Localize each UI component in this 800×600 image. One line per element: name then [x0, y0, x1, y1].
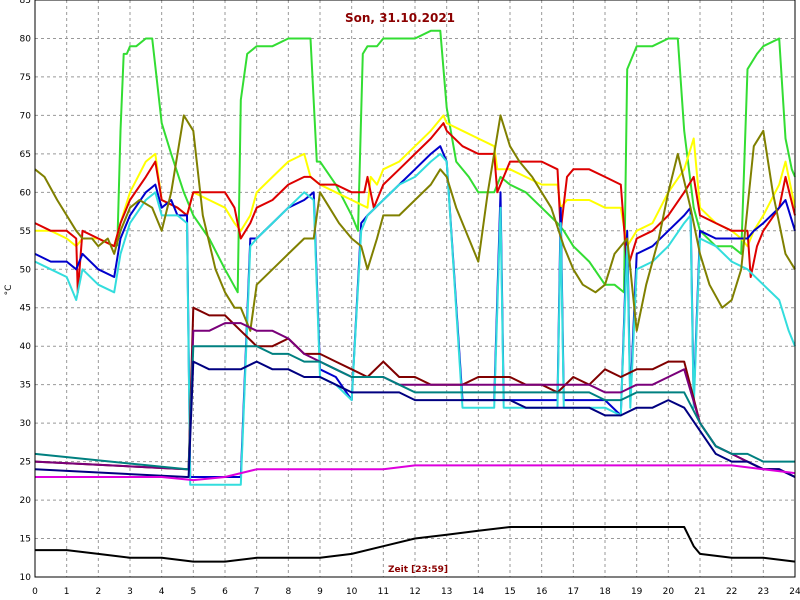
x-tick-label: 16 — [536, 587, 548, 597]
y-tick-label: 45 — [20, 304, 31, 314]
x-tick-label: 7 — [254, 587, 260, 597]
series-line-12 — [35, 526, 796, 563]
x-tick-label: 18 — [599, 587, 611, 597]
series-line-9 — [34, 345, 795, 471]
y-tick-label: 55 — [20, 227, 31, 237]
x-tick-label: 20 — [663, 587, 675, 597]
y-tick-label: 80 — [20, 34, 32, 44]
y-tick-label: 70 — [20, 111, 32, 121]
plot-frame — [34, 0, 796, 578]
series-line-10 — [34, 360, 796, 478]
series-line-11 — [35, 464, 796, 482]
x-tick-label: 8 — [285, 587, 291, 597]
y-tick-label: 60 — [20, 188, 32, 198]
tick-labels: 0 1 2 3 4 5 6 7 8 9 10 11 12 13 14 15 16 17 18 19 20 21 22 23 24… — [20, 0, 800, 597]
x-tick-label: 19 — [631, 587, 643, 597]
x-tick-label: 17 — [568, 587, 579, 597]
x-tick-label: 24 — [789, 587, 800, 597]
x-tick-label: 23 — [758, 587, 769, 597]
y-tick-label: 15 — [20, 535, 31, 545]
y-tick-label: 65 — [20, 150, 31, 160]
y-tick-label: 50 — [20, 265, 32, 275]
series-line-5 — [34, 152, 796, 486]
x-tick-label: 11 — [378, 587, 389, 597]
chart-title: Son, 31.10.2021 — [345, 11, 455, 25]
x-tick-label: 3 — [127, 587, 133, 597]
y-tick-label: 35 — [20, 381, 31, 391]
x-tick-label: 21 — [694, 587, 705, 597]
x-tick-label: 0 — [32, 587, 38, 597]
y-tick-label: 10 — [20, 573, 32, 583]
x-tick-label: 10 — [346, 587, 358, 597]
series-line-8 — [34, 322, 796, 478]
x-tick-label: 2 — [95, 587, 101, 597]
y-tick-label: 85 — [20, 0, 31, 6]
x-tick-label: 12 — [409, 587, 420, 597]
y-tick-label: 25 — [20, 458, 31, 468]
y-tick-label: 20 — [20, 496, 32, 506]
x-tick-label: 1 — [64, 587, 70, 597]
y-tick-label: 40 — [20, 342, 32, 352]
series-lines — [34, 29, 796, 563]
x-tick-label: 6 — [222, 587, 228, 597]
x-tick-label: 4 — [159, 587, 165, 597]
series-line-7 — [34, 306, 796, 478]
x-tick-label: 13 — [441, 587, 452, 597]
x-tick-label: 14 — [473, 587, 485, 597]
series-line-1 — [116, 29, 796, 294]
x-tick-label: 22 — [726, 587, 737, 597]
x-tick-label: 15 — [504, 587, 515, 597]
x-axis-label: Zeit [23:59] — [388, 565, 448, 575]
x-tick-label: 5 — [190, 587, 196, 597]
series-line-6 — [34, 114, 796, 332]
x-tick-label: 9 — [317, 587, 323, 597]
series-line-3 — [34, 122, 796, 294]
y-axis-label: °C — [4, 285, 14, 296]
y-tick-label: 75 — [20, 73, 31, 83]
series-line-4 — [34, 145, 796, 478]
y-tick-label: 30 — [20, 419, 32, 429]
